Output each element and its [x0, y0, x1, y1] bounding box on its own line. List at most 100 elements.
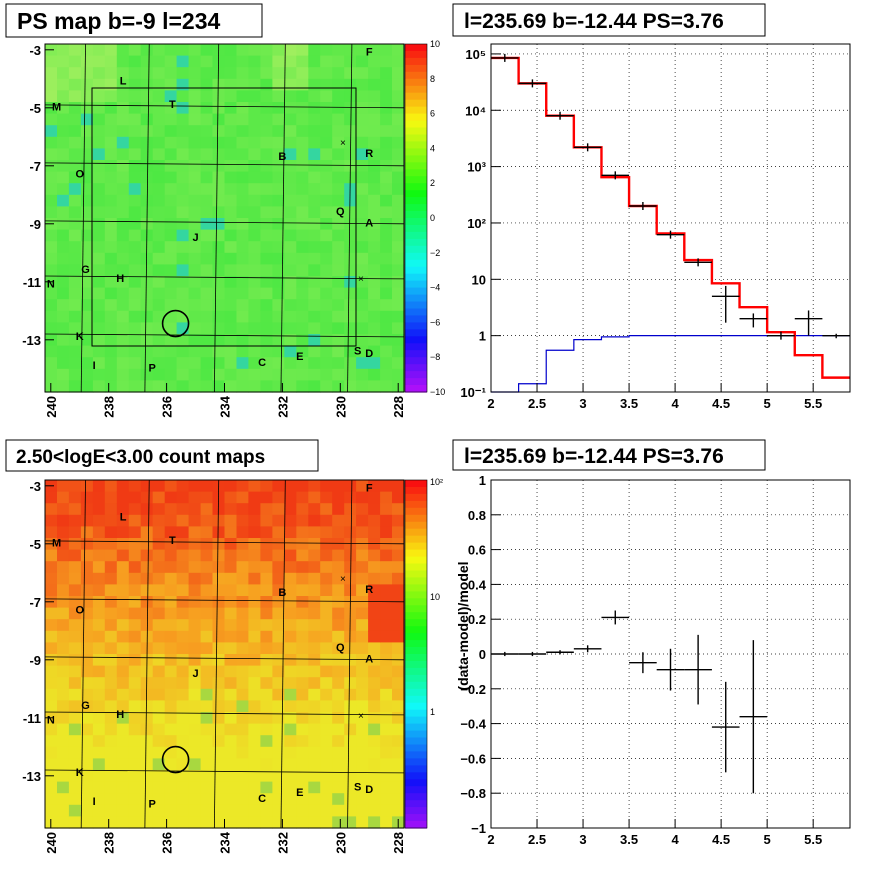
heatmap-cell [92, 630, 106, 643]
heatmap-cell [152, 194, 166, 207]
heatmap-cell [212, 746, 226, 759]
colorbar-cell [405, 225, 427, 233]
heatmap-cell [200, 665, 214, 678]
heatmap-cell [200, 160, 214, 173]
heatmap-cell [57, 584, 70, 597]
heatmap-cell [380, 781, 393, 794]
heatmap-cell [152, 136, 166, 149]
heatmap-cell [188, 345, 202, 358]
heatmap-cell [128, 322, 142, 335]
heatmap-cell [140, 287, 154, 300]
heatmap-cell [260, 368, 273, 381]
heatmap-cell [368, 723, 381, 736]
heatmap-cell [116, 299, 130, 312]
heatmap-cell [272, 55, 285, 68]
heatmap-cell [356, 688, 369, 701]
source-label-C: C [258, 793, 266, 805]
heatmap-cell [152, 770, 166, 783]
colorbar-cell [405, 211, 427, 219]
heatmap-cell [57, 322, 70, 335]
heatmap-cell [248, 171, 261, 184]
heatmap-cell [116, 665, 130, 678]
heatmap-cell [116, 252, 130, 265]
colorbar-cell [405, 371, 427, 379]
heatmap-cell [200, 55, 214, 68]
heatmap-cell [188, 287, 202, 300]
heatmap-cell [140, 503, 154, 516]
heatmap-cell [368, 561, 381, 574]
heatmap-cell [344, 345, 357, 358]
heatmap-cell [320, 218, 333, 231]
colorbar-cell [405, 744, 427, 753]
heatmap-cell [236, 584, 250, 597]
heatmap-cell [260, 102, 273, 115]
heatmap-cell [236, 299, 250, 312]
heatmap-cell [248, 758, 261, 771]
heatmap-cell [104, 322, 118, 335]
heatmap-cell [140, 514, 154, 527]
heatmap-cell [128, 136, 142, 149]
heatmap-cell [308, 816, 321, 829]
heatmap-cell [224, 44, 238, 57]
heatmap-cell [176, 549, 190, 562]
heatmap-cell [308, 90, 321, 103]
heatmap-cell [92, 90, 106, 103]
heatmap-cell [356, 287, 369, 300]
heatmap-cell [140, 148, 154, 161]
heatmap-cell [272, 677, 285, 690]
heatmap-cell [272, 113, 285, 126]
heatmap-cell [45, 793, 58, 806]
heatmap-cell [212, 136, 226, 149]
heatmap-cell [80, 276, 94, 289]
heatmap-cell [140, 78, 154, 91]
heatmap-cell [104, 160, 118, 173]
heatmap-cell [392, 503, 405, 516]
heatmap-cell [356, 665, 369, 678]
heatmap-cell [380, 67, 393, 80]
colorbar-cell [405, 765, 427, 773]
heatmap-cell [344, 322, 357, 335]
spectrum-y-tick-label: 1 [479, 329, 486, 344]
heatmap-cell [344, 804, 357, 817]
heatmap-cell [236, 44, 250, 57]
heatmap-cell [392, 334, 405, 347]
heatmap-cell [320, 78, 333, 91]
heatmap-cell [224, 816, 238, 829]
heatmap-cell [356, 677, 369, 690]
heatmap-cell [57, 677, 70, 690]
heatmap-cell [176, 770, 190, 783]
heatmap-cell [272, 816, 285, 829]
heatmap-cell [320, 44, 333, 57]
heatmap-cell [284, 607, 297, 620]
heatmap-cell [57, 276, 70, 289]
heatmap-cell [92, 241, 106, 254]
heatmap-cell [332, 770, 345, 783]
residual-y-tick-label: −0.8 [460, 786, 486, 801]
heatmap-cell [188, 183, 202, 196]
heatmap-cell [116, 160, 130, 173]
heatmap-cell [320, 55, 333, 68]
heatmap-cell [200, 334, 214, 347]
residual-y-tick-label: 0.2 [468, 612, 486, 627]
spectrum-y-tick-label: 10⁻¹ [460, 385, 486, 400]
heatmap-cell [92, 491, 106, 504]
heatmap-cell [248, 816, 261, 829]
heatmap-cell [392, 357, 405, 370]
heatmap-cell [200, 561, 214, 574]
heatmap-cell [164, 526, 178, 539]
heatmap-cell [296, 310, 309, 323]
heatmap-cell [152, 491, 166, 504]
heatmap-cell [104, 758, 118, 771]
heatmap-cell [344, 299, 357, 312]
heatmap-cell [200, 102, 214, 115]
heatmap-cell [68, 770, 82, 783]
heatmap-cell [308, 770, 321, 783]
heatmap-cell [92, 596, 106, 609]
residual-x-tick-label: 4.5 [712, 832, 730, 847]
heatmap-cell [212, 619, 226, 632]
heatmap-cell [356, 90, 369, 103]
heatmap-cell [296, 160, 309, 173]
heatmap-cell [332, 241, 345, 254]
heatmap-cell [344, 44, 357, 57]
